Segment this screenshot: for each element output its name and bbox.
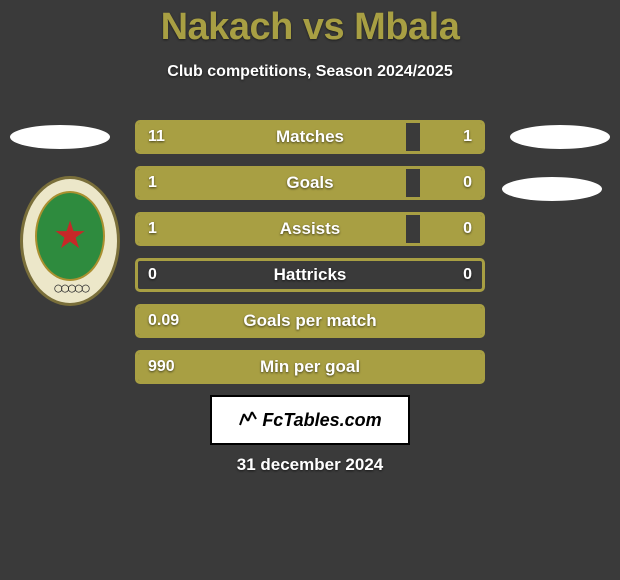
stat-left-value: 990 — [148, 358, 175, 376]
stat-right-value: 0 — [463, 174, 472, 192]
star-icon: ★ — [53, 217, 87, 255]
brand-link[interactable]: FcTables.com — [210, 395, 410, 445]
stat-row-goals-per-match: 0.09 Goals per match — [135, 304, 485, 338]
stats-panel: 11 Matches 1 1 Goals 0 1 Assists 0 0 Hat… — [135, 120, 485, 396]
stat-left-value: 0 — [148, 266, 157, 284]
stat-row-goals: 1 Goals 0 — [135, 166, 485, 200]
placeholder-ellipse-left — [10, 125, 110, 149]
stat-right-value: 0 — [463, 220, 472, 238]
subtitle: Club competitions, Season 2024/2025 — [0, 63, 620, 81]
stat-left-value: 0.09 — [148, 312, 179, 330]
stat-left-value: 1 — [148, 174, 157, 192]
stat-left-value: 11 — [148, 128, 165, 146]
stat-row-min-per-goal: 990 Min per goal — [135, 350, 485, 384]
stat-label: Matches — [276, 127, 344, 147]
page-title: Nakach vs Mbala — [0, 0, 620, 49]
stat-label: Assists — [280, 219, 340, 239]
chart-icon — [238, 409, 258, 432]
stat-label: Min per goal — [260, 357, 360, 377]
stat-label: Goals per match — [243, 311, 376, 331]
stat-row-hattricks: 0 Hattricks 0 — [135, 258, 485, 292]
placeholder-ellipse-right-mid — [502, 177, 602, 201]
stat-right-value: 1 — [463, 128, 472, 146]
stat-label: Goals — [286, 173, 333, 193]
stat-row-assists: 1 Assists 0 — [135, 212, 485, 246]
stat-right-value: 0 — [463, 266, 472, 284]
olympic-rings-icon: ○○○○○ — [53, 278, 87, 299]
stat-label: Hattricks — [274, 265, 347, 285]
date-label: 31 december 2024 — [237, 455, 384, 475]
placeholder-ellipse-right-top — [510, 125, 610, 149]
stat-row-matches: 11 Matches 1 — [135, 120, 485, 154]
team-badge: ★ ○○○○○ — [20, 176, 120, 311]
brand-text: FcTables.com — [262, 410, 381, 431]
stat-left-value: 1 — [148, 220, 157, 238]
